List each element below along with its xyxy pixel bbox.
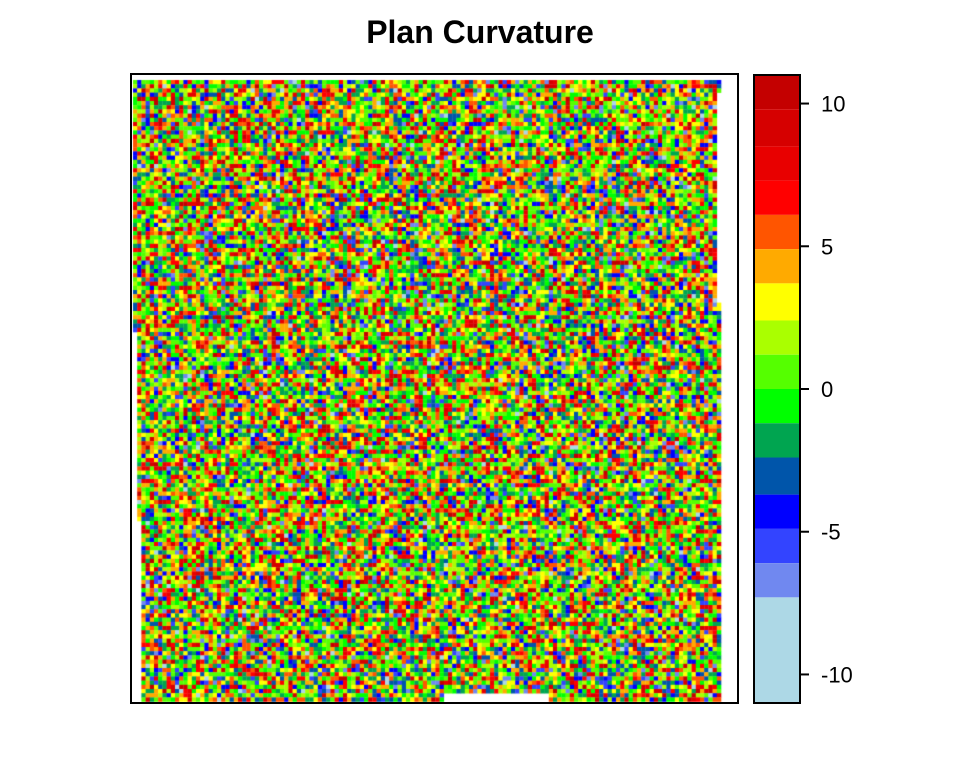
raster-cells [131,74,738,703]
colorbar-bin-1 [754,109,800,147]
colorbar-bin-3 [754,180,800,215]
colorbar-bin-11 [754,457,800,495]
colorbar-bin-6 [754,283,800,321]
curvature-raster [131,74,738,703]
colorbar-bin-10 [754,423,800,458]
colorbar-bin-4 [754,214,800,250]
colorbar: 10 5 0 -5 -10 [753,74,853,704]
colorbar-bin-8 [754,354,800,389]
colorbar-bin-9 [754,389,800,424]
colorbar-bin-0 [754,75,800,110]
colorbar-bin-13 [754,528,800,564]
colorbar-tick-label: -10 [821,662,853,687]
colorbar-tick-label: 10 [821,92,845,117]
chart-title: Plan Curvature [366,14,594,50]
colorbar-bin-15 [754,597,800,703]
colorbar-bin-14 [754,563,800,598]
plot-frame [130,73,739,704]
colorbar-bin-5 [754,249,800,284]
colorbar-tick-label: 5 [821,234,833,259]
colorbar-tick-label: 0 [821,377,833,402]
colorbar-bin-2 [754,146,800,181]
colorbar-tick-label: -5 [821,520,841,545]
colorbar-bin-12 [754,494,800,529]
colorbar-bin-7 [754,320,800,355]
